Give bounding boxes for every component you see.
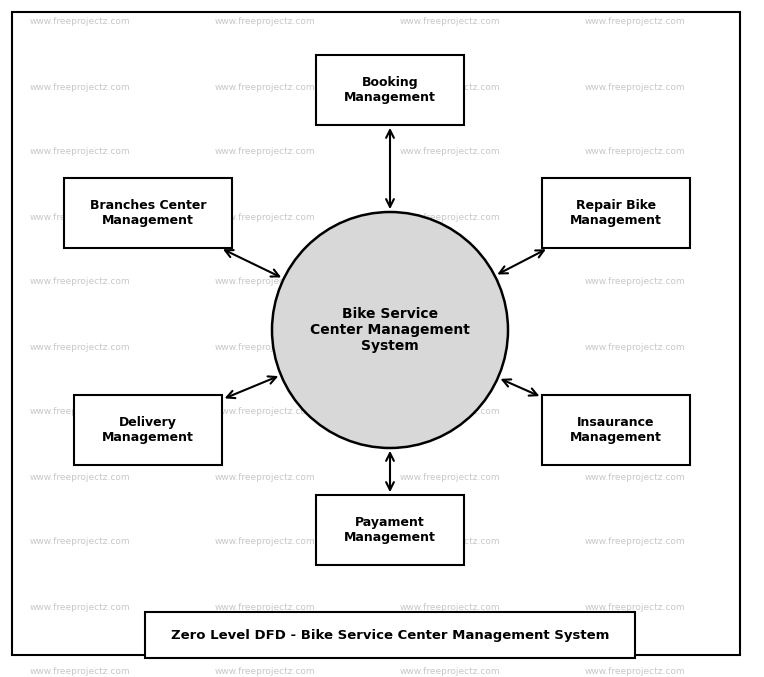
Circle shape: [272, 212, 508, 448]
Text: www.freeprojectz.com: www.freeprojectz.com: [215, 148, 316, 156]
Text: www.freeprojectz.com: www.freeprojectz.com: [215, 538, 316, 546]
Text: www.freeprojectz.com: www.freeprojectz.com: [584, 148, 685, 156]
Text: Branches Center
Management: Branches Center Management: [89, 199, 206, 227]
Text: www.freeprojectz.com: www.freeprojectz.com: [584, 538, 685, 546]
Text: Repair Bike
Management: Repair Bike Management: [570, 199, 662, 227]
Text: www.freeprojectz.com: www.freeprojectz.com: [215, 18, 316, 26]
Bar: [316, 55, 464, 125]
Text: www.freeprojectz.com: www.freeprojectz.com: [584, 668, 685, 676]
Text: www.freeprojectz.com: www.freeprojectz.com: [215, 343, 316, 351]
Text: www.freeprojectz.com: www.freeprojectz.com: [400, 408, 500, 416]
Bar: [542, 395, 690, 465]
Text: www.freeprojectz.com: www.freeprojectz.com: [400, 473, 500, 481]
Bar: [74, 395, 222, 465]
Text: www.freeprojectz.com: www.freeprojectz.com: [400, 148, 500, 156]
Bar: [64, 178, 232, 248]
Text: www.freeprojectz.com: www.freeprojectz.com: [30, 278, 131, 286]
Text: www.freeprojectz.com: www.freeprojectz.com: [584, 213, 685, 221]
Text: www.freeprojectz.com: www.freeprojectz.com: [30, 213, 131, 221]
Text: www.freeprojectz.com: www.freeprojectz.com: [30, 148, 131, 156]
Bar: [542, 178, 690, 248]
Text: www.freeprojectz.com: www.freeprojectz.com: [215, 83, 316, 91]
Text: Delivery
Management: Delivery Management: [102, 416, 194, 444]
Bar: [145, 612, 635, 658]
Text: www.freeprojectz.com: www.freeprojectz.com: [30, 668, 131, 676]
Text: Booking
Management: Booking Management: [344, 76, 436, 104]
Text: www.freeprojectz.com: www.freeprojectz.com: [584, 603, 685, 611]
Text: www.freeprojectz.com: www.freeprojectz.com: [30, 83, 131, 91]
Text: www.freeprojectz.com: www.freeprojectz.com: [584, 18, 685, 26]
Text: www.freeprojectz.com: www.freeprojectz.com: [400, 83, 500, 91]
Text: Bike Service
Center Management
System: Bike Service Center Management System: [310, 307, 470, 353]
Text: www.freeprojectz.com: www.freeprojectz.com: [400, 278, 500, 286]
Text: www.freeprojectz.com: www.freeprojectz.com: [584, 473, 685, 481]
Text: www.freeprojectz.com: www.freeprojectz.com: [215, 213, 316, 221]
Text: www.freeprojectz.com: www.freeprojectz.com: [30, 343, 131, 351]
Text: www.freeprojectz.com: www.freeprojectz.com: [215, 278, 316, 286]
Text: www.freeprojectz.com: www.freeprojectz.com: [584, 408, 685, 416]
Text: www.freeprojectz.com: www.freeprojectz.com: [584, 278, 685, 286]
Text: Insaurance
Management: Insaurance Management: [570, 416, 662, 444]
Text: www.freeprojectz.com: www.freeprojectz.com: [30, 603, 131, 611]
Text: www.freeprojectz.com: www.freeprojectz.com: [215, 668, 316, 676]
Text: www.freeprojectz.com: www.freeprojectz.com: [30, 473, 131, 481]
Text: www.freeprojectz.com: www.freeprojectz.com: [584, 83, 685, 91]
Text: www.freeprojectz.com: www.freeprojectz.com: [30, 18, 131, 26]
Text: www.freeprojectz.com: www.freeprojectz.com: [215, 473, 316, 481]
Text: www.freeprojectz.com: www.freeprojectz.com: [30, 538, 131, 546]
Bar: [316, 495, 464, 565]
Text: www.freeprojectz.com: www.freeprojectz.com: [400, 538, 500, 546]
Text: Zero Level DFD - Bike Service Center Management System: Zero Level DFD - Bike Service Center Man…: [171, 628, 609, 642]
Text: www.freeprojectz.com: www.freeprojectz.com: [400, 603, 500, 611]
Text: www.freeprojectz.com: www.freeprojectz.com: [215, 408, 316, 416]
Text: www.freeprojectz.com: www.freeprojectz.com: [584, 343, 685, 351]
Text: www.freeprojectz.com: www.freeprojectz.com: [400, 213, 500, 221]
Text: www.freeprojectz.com: www.freeprojectz.com: [400, 18, 500, 26]
Text: Payament
Management: Payament Management: [344, 516, 436, 544]
Text: www.freeprojectz.com: www.freeprojectz.com: [400, 343, 500, 351]
Text: www.freeprojectz.com: www.freeprojectz.com: [400, 668, 500, 676]
Text: www.freeprojectz.com: www.freeprojectz.com: [215, 603, 316, 611]
Text: www.freeprojectz.com: www.freeprojectz.com: [30, 408, 131, 416]
